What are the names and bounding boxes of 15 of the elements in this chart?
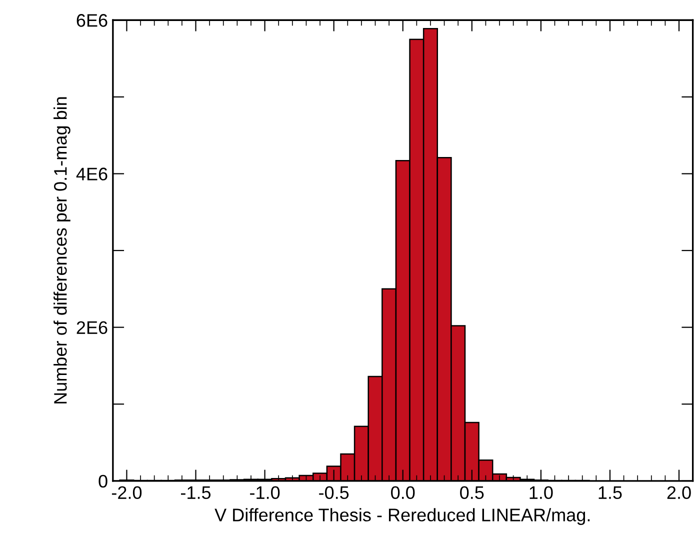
x-tick-label: 1.0 (530, 486, 553, 500)
y-tick-label: 0 (98, 474, 108, 488)
y-tick-label: 4E6 (76, 168, 108, 180)
y-axis-title: Number of differences per 0.1-mag bin (54, 97, 70, 404)
x-tick-label: 0.0 (391, 486, 415, 500)
x-tick-label: -2.0 (112, 486, 142, 500)
x-tick-label: 2.0 (667, 486, 691, 500)
x-axis-title: V Difference Thesis - Rereduced LINEAR/mag. (214, 508, 590, 525)
x-tick-label: 1.5 (598, 486, 622, 500)
x-tick-label: -1.0 (250, 486, 280, 500)
y-tick-label: 6E6 (76, 14, 108, 27)
x-tick-label: -0.5 (319, 486, 349, 500)
x-tick-label: 0.5 (460, 486, 484, 500)
x-tick-label: -1.5 (181, 486, 211, 500)
y-tick-label: 2E6 (76, 321, 108, 334)
